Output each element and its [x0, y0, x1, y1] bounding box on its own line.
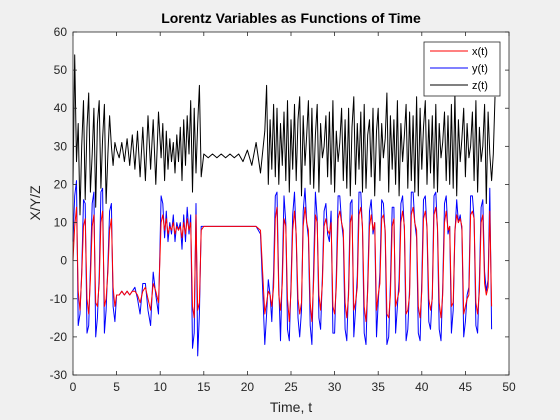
y-tick-label: -10	[50, 292, 68, 306]
axes-layer: 0 5 10 15 20 25 30 35 40 45 50 -30 -20 -10 0 10 20 30 40 50…	[50, 25, 516, 394]
legend: x(t) y(t) z(t)	[423, 41, 501, 97]
y-axis-label: X/Y/Z	[27, 185, 43, 220]
y-tick-label: 30	[54, 139, 68, 153]
x-axis-label: Time, t	[270, 399, 312, 415]
series-layer	[72, 54, 496, 357]
y-tick-label: 60	[54, 25, 68, 39]
x-tick-label: 20	[241, 380, 255, 394]
x-tick-label: 50	[502, 380, 516, 394]
legend-box	[423, 41, 501, 97]
series-line-0	[72, 206, 493, 323]
y-tick-label: 10	[54, 216, 68, 230]
x-tick-label: 10	[154, 380, 168, 394]
legend-label-y: y(t)	[472, 63, 488, 75]
y-tick-label: 40	[54, 101, 68, 115]
x-tick-label: 40	[415, 380, 429, 394]
chart-title: Lorentz Variables as Functions of Time	[161, 10, 421, 26]
y-tick-label: 50	[54, 63, 68, 77]
y-tick-label: 0	[60, 254, 67, 268]
x-tick-label: 30	[328, 380, 342, 394]
x-tick-label: 5	[113, 380, 120, 394]
x-tick-label: 15	[197, 380, 211, 394]
x-tick-label: 35	[372, 380, 386, 394]
x-tick-label: 45	[459, 380, 473, 394]
x-tick-label: 25	[284, 380, 298, 394]
y-tick-label: -20	[50, 330, 68, 344]
x-tick-label: 0	[70, 380, 77, 394]
legend-label-z: z(t)	[472, 80, 488, 92]
legend-label-x: x(t)	[472, 46, 488, 58]
y-tick-label: -30	[50, 368, 68, 382]
y-tick-label: 20	[54, 177, 68, 191]
series-line-2	[72, 54, 496, 216]
